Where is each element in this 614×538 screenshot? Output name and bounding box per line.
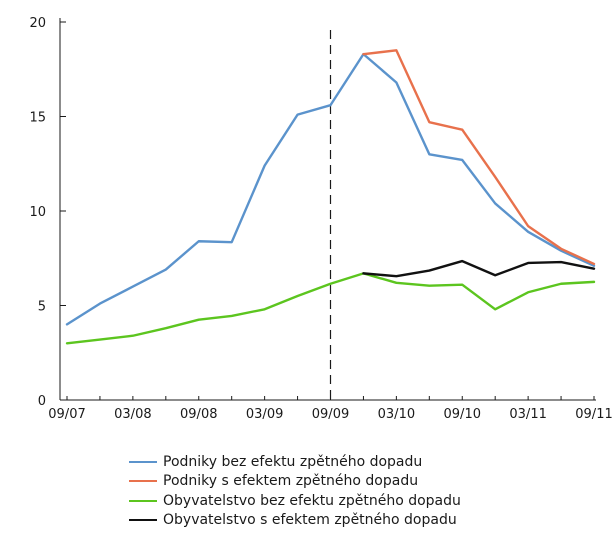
legend: Podniky bez efektu zpětného dopadu Podnik…: [129, 452, 461, 530]
series-line-2: [362, 49, 596, 266]
y-tick-label: 10: [29, 205, 46, 220]
legend-item: Podniky bez efektu zpětného dopadu: [129, 452, 461, 472]
legend-swatch: [129, 519, 157, 522]
y-tick-label: 20: [29, 16, 46, 31]
legend-label: Podniky bez efektu zpětného dopadu: [163, 453, 423, 470]
line-chart: 0 5 10 15 20 09/07 03/08 09/08 03/09 09/09 03/10 09…: [29, 16, 612, 422]
x-tick-label: 03/08: [114, 407, 151, 422]
x-tick-label: 09/11: [575, 407, 612, 422]
x-tick-label: 09/10: [444, 407, 481, 422]
series-line-3: [65, 272, 596, 345]
legend-item: Obyvatelstvo bez efektu zpětného dopadu: [129, 491, 461, 511]
x-tick-label: 03/09: [246, 407, 283, 422]
legend-item: Obyvatelstvo s efektem zpětného dopadu: [129, 511, 461, 531]
y-tick-label: 15: [29, 111, 46, 126]
axes: 0 5 10 15 20 09/07 03/08 09/08 03/09 09/09 03/10 09…: [29, 16, 612, 422]
series-group: [65, 49, 596, 345]
series-line-1: [65, 52, 596, 326]
legend-label: Obyvatelstvo s efektem zpětného dopadu: [163, 512, 457, 529]
legend-label: Obyvatelstvo bez efektu zpětného dopadu: [163, 492, 461, 509]
y-tick-label: 5: [38, 300, 46, 315]
x-tick-label: 09/08: [180, 407, 217, 422]
legend-swatch: [129, 460, 157, 463]
y-tick-label: 0: [38, 394, 46, 409]
legend-swatch: [129, 480, 157, 483]
legend-item: Podniky s efektem zpětného dopadu: [129, 472, 461, 492]
x-tick-label: 03/11: [509, 407, 546, 422]
legend-swatch: [129, 499, 157, 502]
x-tick-label: 09/09: [312, 407, 349, 422]
x-tick-label: 09/07: [48, 407, 85, 422]
series-line-4: [362, 259, 596, 278]
x-tick-label: 03/10: [378, 407, 415, 422]
legend-label: Podniky s efektem zpětného dopadu: [163, 473, 419, 490]
